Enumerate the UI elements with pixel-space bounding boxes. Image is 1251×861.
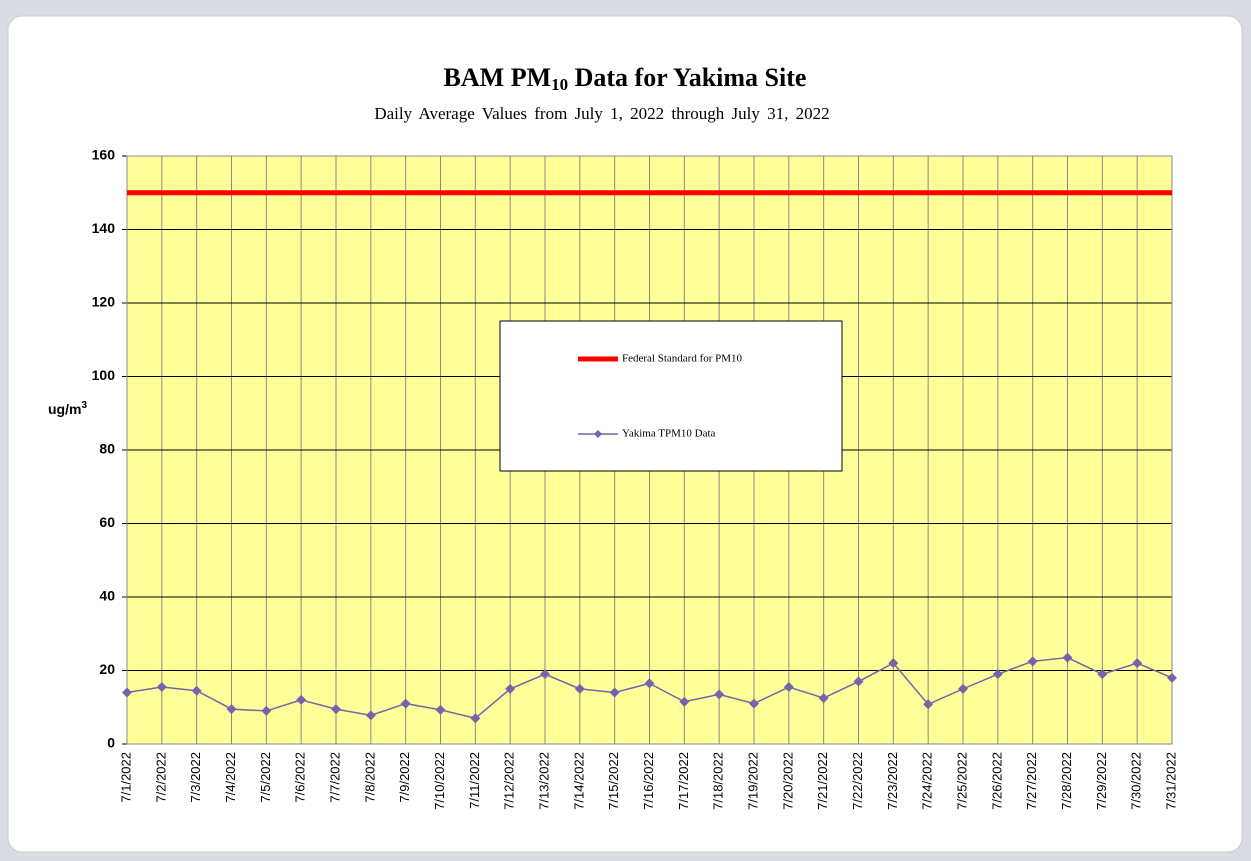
y-tick-label: 80 bbox=[99, 441, 115, 457]
y-axis-label: ug/m3 bbox=[48, 400, 87, 417]
data-point bbox=[923, 699, 934, 710]
data-point bbox=[365, 710, 376, 721]
legend-label: Yakima TPM10 Data bbox=[622, 428, 716, 440]
x-tick-label: 7/1/2022 bbox=[118, 752, 133, 803]
data-point bbox=[1062, 652, 1073, 663]
chart-title: BAM PM10 Data for Yakima Site bbox=[444, 63, 807, 94]
x-tick-label: 7/8/2022 bbox=[362, 752, 377, 803]
y-tick-label: 160 bbox=[92, 147, 116, 163]
x-tick-label: 7/5/2022 bbox=[258, 752, 273, 803]
x-tick-label: 7/15/2022 bbox=[606, 752, 621, 810]
legend-label: Federal Standard for PM10 bbox=[622, 353, 743, 365]
x-tick-label: 7/25/2022 bbox=[954, 752, 969, 810]
x-tick-label: 7/6/2022 bbox=[293, 752, 308, 803]
data-point bbox=[331, 704, 341, 715]
data-point bbox=[435, 704, 446, 715]
x-tick-label: 7/14/2022 bbox=[571, 752, 586, 810]
legend bbox=[499, 320, 843, 472]
data-point bbox=[191, 685, 202, 696]
data-point bbox=[888, 658, 899, 669]
data-point bbox=[574, 683, 585, 694]
data-point bbox=[540, 669, 550, 680]
data-point bbox=[122, 687, 132, 698]
y-tick-label: 100 bbox=[92, 367, 116, 383]
y-tick-label: 20 bbox=[99, 661, 115, 677]
data-point bbox=[1132, 658, 1143, 669]
data-point bbox=[1027, 656, 1038, 667]
data-point bbox=[226, 704, 237, 715]
legend-marker bbox=[594, 430, 602, 438]
data-point bbox=[679, 696, 690, 707]
data-point bbox=[156, 682, 167, 693]
x-tick-label: 7/7/2022 bbox=[327, 752, 342, 803]
x-tick-label: 7/29/2022 bbox=[1094, 752, 1109, 810]
data-point bbox=[505, 683, 516, 694]
x-tick-label: 7/3/2022 bbox=[188, 752, 203, 803]
data-point bbox=[749, 698, 759, 709]
data-point bbox=[992, 669, 1003, 680]
data-point bbox=[783, 682, 794, 693]
data-point bbox=[714, 689, 725, 700]
y-tick-label: 40 bbox=[99, 588, 115, 604]
x-tick-label: 7/30/2022 bbox=[1129, 752, 1144, 810]
data-point bbox=[644, 678, 655, 689]
x-tick-label: 7/11/2022 bbox=[467, 752, 482, 809]
x-tick-label: 7/23/2022 bbox=[885, 752, 900, 810]
data-point bbox=[958, 683, 968, 694]
data-point bbox=[261, 705, 272, 716]
x-tick-label: 7/18/2022 bbox=[711, 752, 726, 810]
x-tick-label: 7/26/2022 bbox=[989, 752, 1004, 810]
y-tick-label: 0 bbox=[107, 735, 115, 751]
x-tick-label: 7/12/2022 bbox=[502, 752, 517, 810]
data-point bbox=[609, 687, 620, 698]
x-tick-label: 7/13/2022 bbox=[536, 752, 551, 810]
data-point bbox=[1097, 669, 1108, 680]
data-point bbox=[818, 693, 829, 704]
x-tick-label: 7/19/2022 bbox=[745, 752, 760, 810]
data-point bbox=[1167, 672, 1177, 683]
x-tick-label: 7/28/2022 bbox=[1059, 752, 1074, 810]
x-tick-label: 7/27/2022 bbox=[1024, 752, 1039, 810]
x-tick-label: 7/22/2022 bbox=[850, 752, 865, 810]
x-tick-label: 7/24/2022 bbox=[920, 752, 935, 810]
plot-border bbox=[126, 155, 1173, 745]
x-tick-label: 7/21/2022 bbox=[815, 752, 830, 810]
chart-subtitle: Daily Average Values from July 1, 2022 t… bbox=[374, 104, 829, 123]
x-tick-label: 7/2/2022 bbox=[153, 752, 168, 803]
x-tick-label: 7/16/2022 bbox=[641, 752, 656, 810]
data-point bbox=[853, 676, 864, 687]
x-tick-label: 7/17/2022 bbox=[676, 752, 691, 810]
data-point bbox=[400, 698, 411, 709]
x-tick-label: 7/10/2022 bbox=[432, 752, 447, 810]
y-tick-label: 140 bbox=[92, 220, 116, 236]
y-tick-label: 60 bbox=[99, 514, 115, 530]
x-tick-label: 7/20/2022 bbox=[780, 752, 795, 810]
x-tick-label: 7/4/2022 bbox=[223, 752, 238, 803]
x-tick-label: 7/9/2022 bbox=[397, 752, 412, 803]
data-point bbox=[296, 694, 307, 705]
x-tick-label: 7/31/2022 bbox=[1163, 752, 1178, 810]
data-point bbox=[470, 713, 481, 724]
y-tick-label: 120 bbox=[92, 294, 116, 310]
